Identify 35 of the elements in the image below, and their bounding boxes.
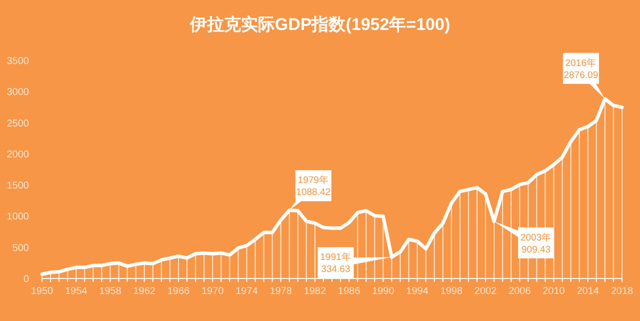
callout: 1991年 334.63 <box>318 247 392 278</box>
x-tick-label: 1974 <box>236 286 258 297</box>
x-tick-label: 1962 <box>133 286 156 297</box>
x-tick-label: 1982 <box>304 286 326 297</box>
x-tick-label: 2014 <box>576 286 600 297</box>
x-tick-label: 1994 <box>406 286 429 297</box>
y-tick-label: 3500 <box>6 56 30 67</box>
chart-title: 伊拉克实际GDP指数(1952年=100) <box>188 15 450 34</box>
x-tick-label: 1950 <box>30 286 54 297</box>
y-tick-label: 3000 <box>6 87 30 98</box>
x-tick-label: 1986 <box>338 286 361 297</box>
callout: 2003年 909.43 <box>494 221 554 258</box>
annotation: 1991年 334.63 <box>320 251 352 276</box>
y-tick-label: 500 <box>12 242 30 254</box>
x-tick-label: 1970 <box>201 286 224 297</box>
y-tick-label: 1500 <box>6 180 30 192</box>
x-tick-label: 1978 <box>270 286 292 297</box>
x-tick-label: 2002 <box>474 286 498 297</box>
x-tick-label: 2018 <box>610 286 634 297</box>
y-tick-label: 0 <box>23 274 30 285</box>
x-tick-label: 1990 <box>372 286 395 297</box>
annotation: 1979年 1088.42 <box>296 174 331 198</box>
callout: 2016年 2876.09 <box>562 52 605 99</box>
x-tick-label: 1966 <box>167 286 190 297</box>
annotation: 2016年 2876.09 <box>564 56 598 81</box>
y-tick-label: 1000 <box>6 212 30 223</box>
x-tick-label: 1958 <box>99 286 122 297</box>
annotation: 2003年 909.43 <box>520 231 552 256</box>
x-tick-label: 2010 <box>542 286 566 297</box>
x-tick-label: 1954 <box>64 286 88 297</box>
y-tick-label: 2000 <box>6 149 30 160</box>
y-tick-label: 2500 <box>6 118 30 130</box>
x-tick-label: 1998 <box>440 286 463 297</box>
callout: 1979年 1088.42 <box>289 170 332 210</box>
x-tick-label: 2006 <box>508 286 532 297</box>
